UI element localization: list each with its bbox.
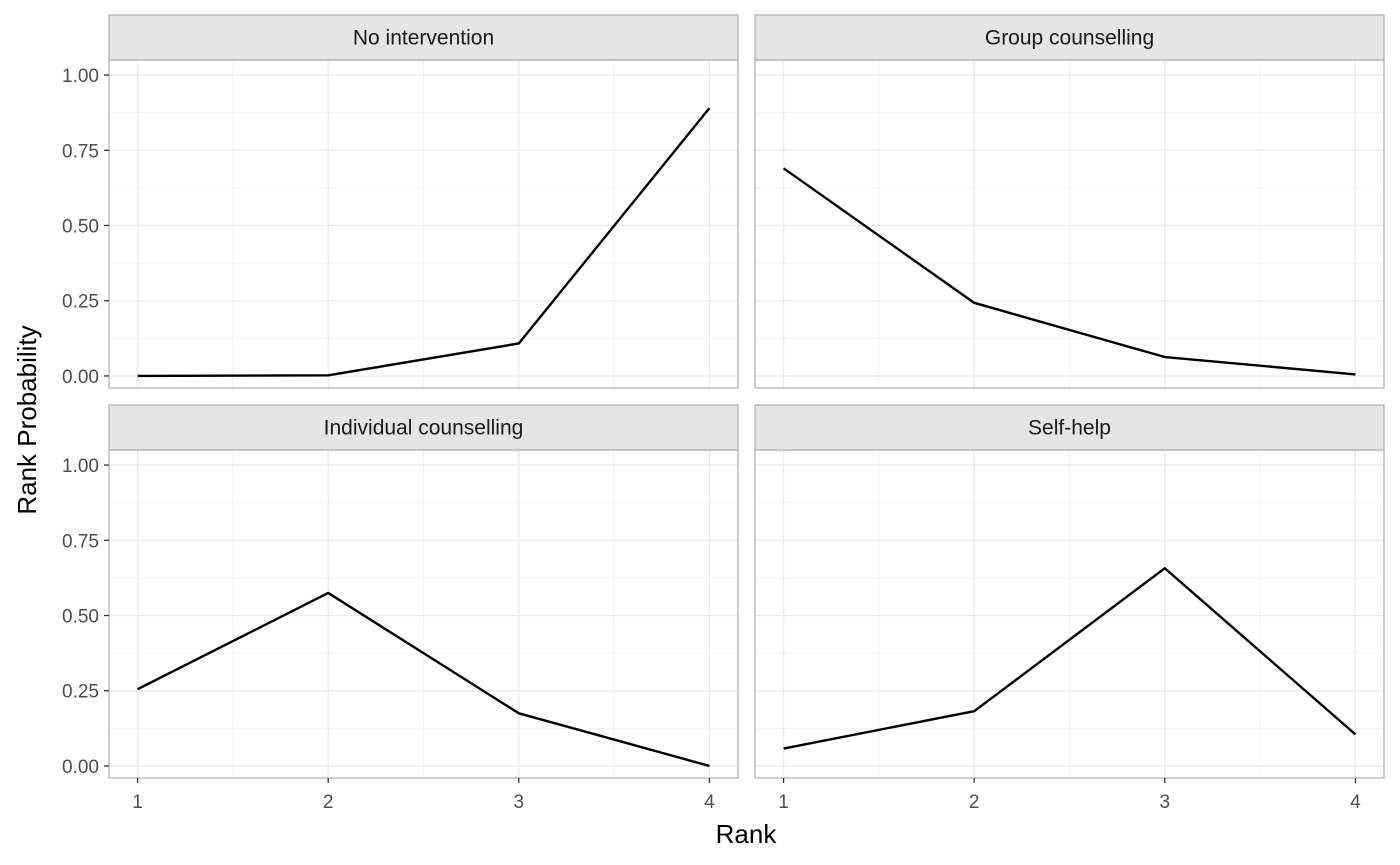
y-tick-label: 0.75 <box>62 531 99 552</box>
x-tick-label: 3 <box>1160 792 1171 813</box>
x-tick-label: 1 <box>132 792 143 813</box>
x-tick-label: 4 <box>704 792 715 813</box>
y-tick-label: 1.00 <box>62 66 99 87</box>
y-tick-label: 0.25 <box>62 682 99 703</box>
y-tick-label: 0.00 <box>62 367 99 388</box>
facet-title: Group counselling <box>985 27 1154 50</box>
x-tick-label: 2 <box>969 792 980 813</box>
facet-title: Self-help <box>1028 417 1111 440</box>
facet-title: No intervention <box>353 27 494 50</box>
x-tick-label: 4 <box>1350 792 1361 813</box>
x-tick-label: 1 <box>778 792 789 813</box>
y-tick-label: 1.00 <box>62 456 99 477</box>
panel-individual-counselling: Individual counselling <box>108 404 739 779</box>
series-line-individual-counselling <box>137 591 710 768</box>
series-line-self-help <box>783 567 1357 750</box>
y-tick-label: 0.50 <box>62 607 99 628</box>
x-axis-title: Rank <box>716 819 778 849</box>
y-tick-label: 0.00 <box>62 757 99 778</box>
y-axis-title: Rank Probability <box>12 325 42 514</box>
panel-self-help: Self-help <box>754 404 1385 779</box>
series-line-no-intervention <box>137 107 711 378</box>
facet-strip <box>754 14 1385 61</box>
y-axis-ticks: 0.00 0.25 0.50 0.75 1.00 0.00 0.25 0.50 0.75 1.00 <box>62 66 109 778</box>
facet-strip <box>754 404 1385 451</box>
y-tick-label: 0.75 <box>62 141 99 162</box>
panel-no-intervention: No intervention <box>108 14 739 389</box>
x-tick-label: 3 <box>514 792 525 813</box>
x-axis-ticks: 1 2 3 4 1 2 3 4 <box>132 778 1361 813</box>
y-tick-label: 0.50 <box>62 217 99 238</box>
series-line-group-counselling <box>782 167 1356 376</box>
facet-strip <box>108 14 739 61</box>
y-tick-label: 0.25 <box>62 292 99 313</box>
chart-panels: No intervention Group counselling Individu… <box>108 14 1385 779</box>
facet-strip <box>108 404 739 451</box>
x-tick-label: 2 <box>323 792 334 813</box>
panel-group-counselling: Group counselling <box>754 14 1385 389</box>
facet-title: Individual counselling <box>324 417 524 440</box>
